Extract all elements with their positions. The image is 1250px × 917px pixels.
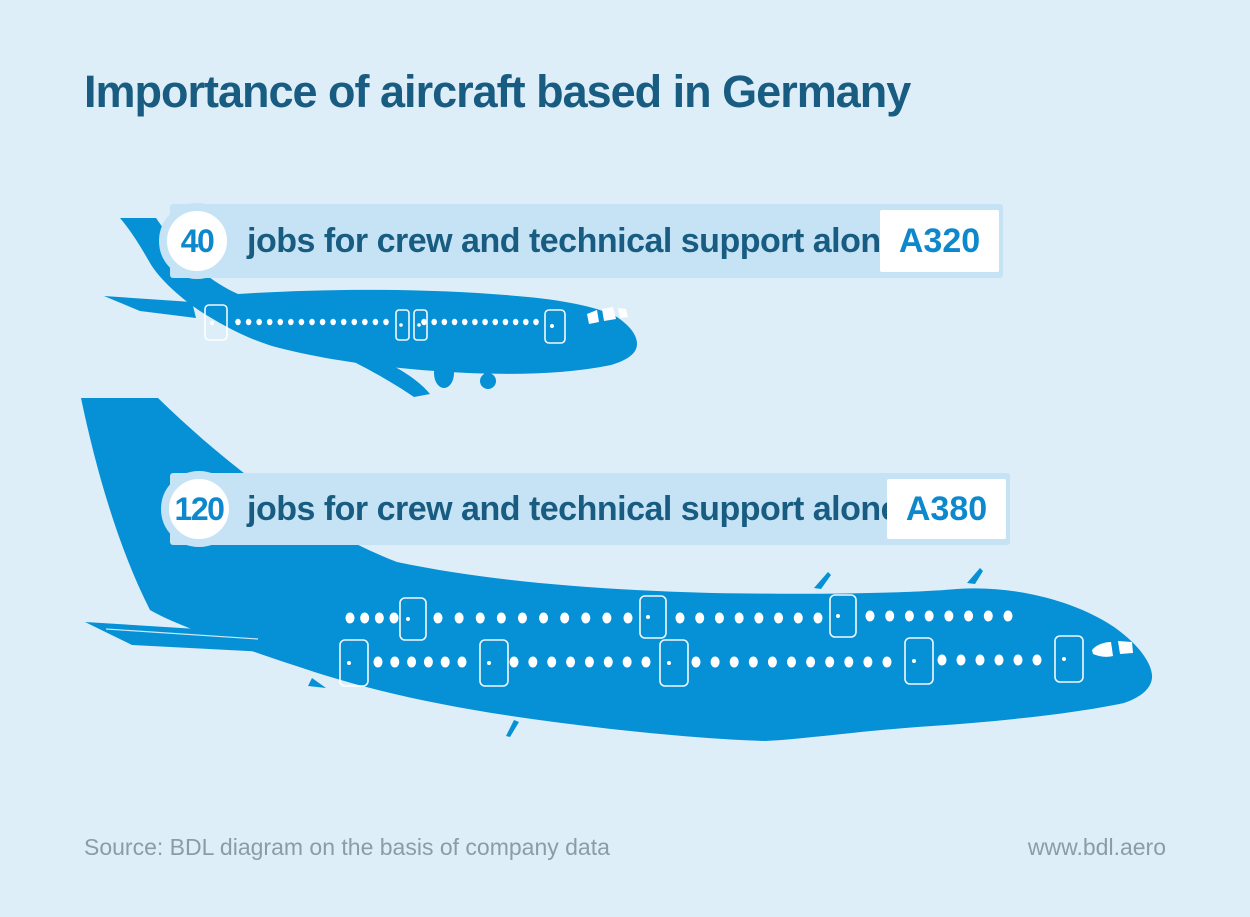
a380-antenna xyxy=(967,568,983,584)
a380-flap-fairing xyxy=(308,678,326,688)
a380-jobs-label: jobs for crew and technical support alon… xyxy=(247,489,900,528)
a320-cockpit-windows xyxy=(587,307,628,324)
a320-window-row xyxy=(235,318,389,326)
a320-fuselage xyxy=(120,218,637,374)
a380-lower-window-row xyxy=(373,656,467,668)
a380-aircraft-icon xyxy=(81,398,1153,741)
a320-body xyxy=(104,218,637,397)
a320-jobs-count-badge: 40 xyxy=(159,203,235,279)
a380-upper-window-row xyxy=(433,612,633,624)
a320-wheel xyxy=(480,373,496,389)
a320-doors xyxy=(204,304,566,344)
page-title: Importance of aircraft based in Germany xyxy=(84,66,911,117)
a380-upper-window-row xyxy=(675,612,823,624)
a380-lower-window-row xyxy=(691,656,892,668)
a380-belly-antenna xyxy=(506,720,519,737)
a320-stabilizer xyxy=(104,296,196,318)
a320-jobs-count: 40 xyxy=(180,222,215,259)
a320-model-badge: A320 xyxy=(880,210,999,272)
a380-upper-window-row xyxy=(345,612,399,624)
a380-doors xyxy=(339,594,1084,687)
a380-model-badge: A380 xyxy=(887,479,1006,539)
a380-antenna xyxy=(814,572,831,589)
a380-jobs-count-badge: 120 xyxy=(161,471,237,547)
a380-stabilizer xyxy=(85,622,267,652)
website-url: www.bdl.aero xyxy=(1027,834,1166,860)
a380-stabilizer-line xyxy=(105,628,259,640)
a380-jobs-count: 120 xyxy=(174,490,225,527)
a380-banner: jobs for crew and technical support alon… xyxy=(170,473,1010,545)
a320-banner: jobs for crew and technical support alon… xyxy=(170,204,1003,278)
a320-jobs-label: jobs for crew and technical support alon… xyxy=(247,221,900,260)
a320-aircraft-icon xyxy=(104,218,637,397)
a380-cockpit-windows xyxy=(1092,641,1133,657)
source-note: Source: BDL diagram on the basis of comp… xyxy=(84,834,610,860)
a380-lower-window-row xyxy=(509,656,651,668)
a320-window-row xyxy=(421,318,539,326)
a380-fuselage xyxy=(81,398,1153,741)
a380-upper-window-row xyxy=(865,610,1013,622)
a380-lower-window-row xyxy=(937,654,1042,666)
a380-body xyxy=(81,398,1153,741)
